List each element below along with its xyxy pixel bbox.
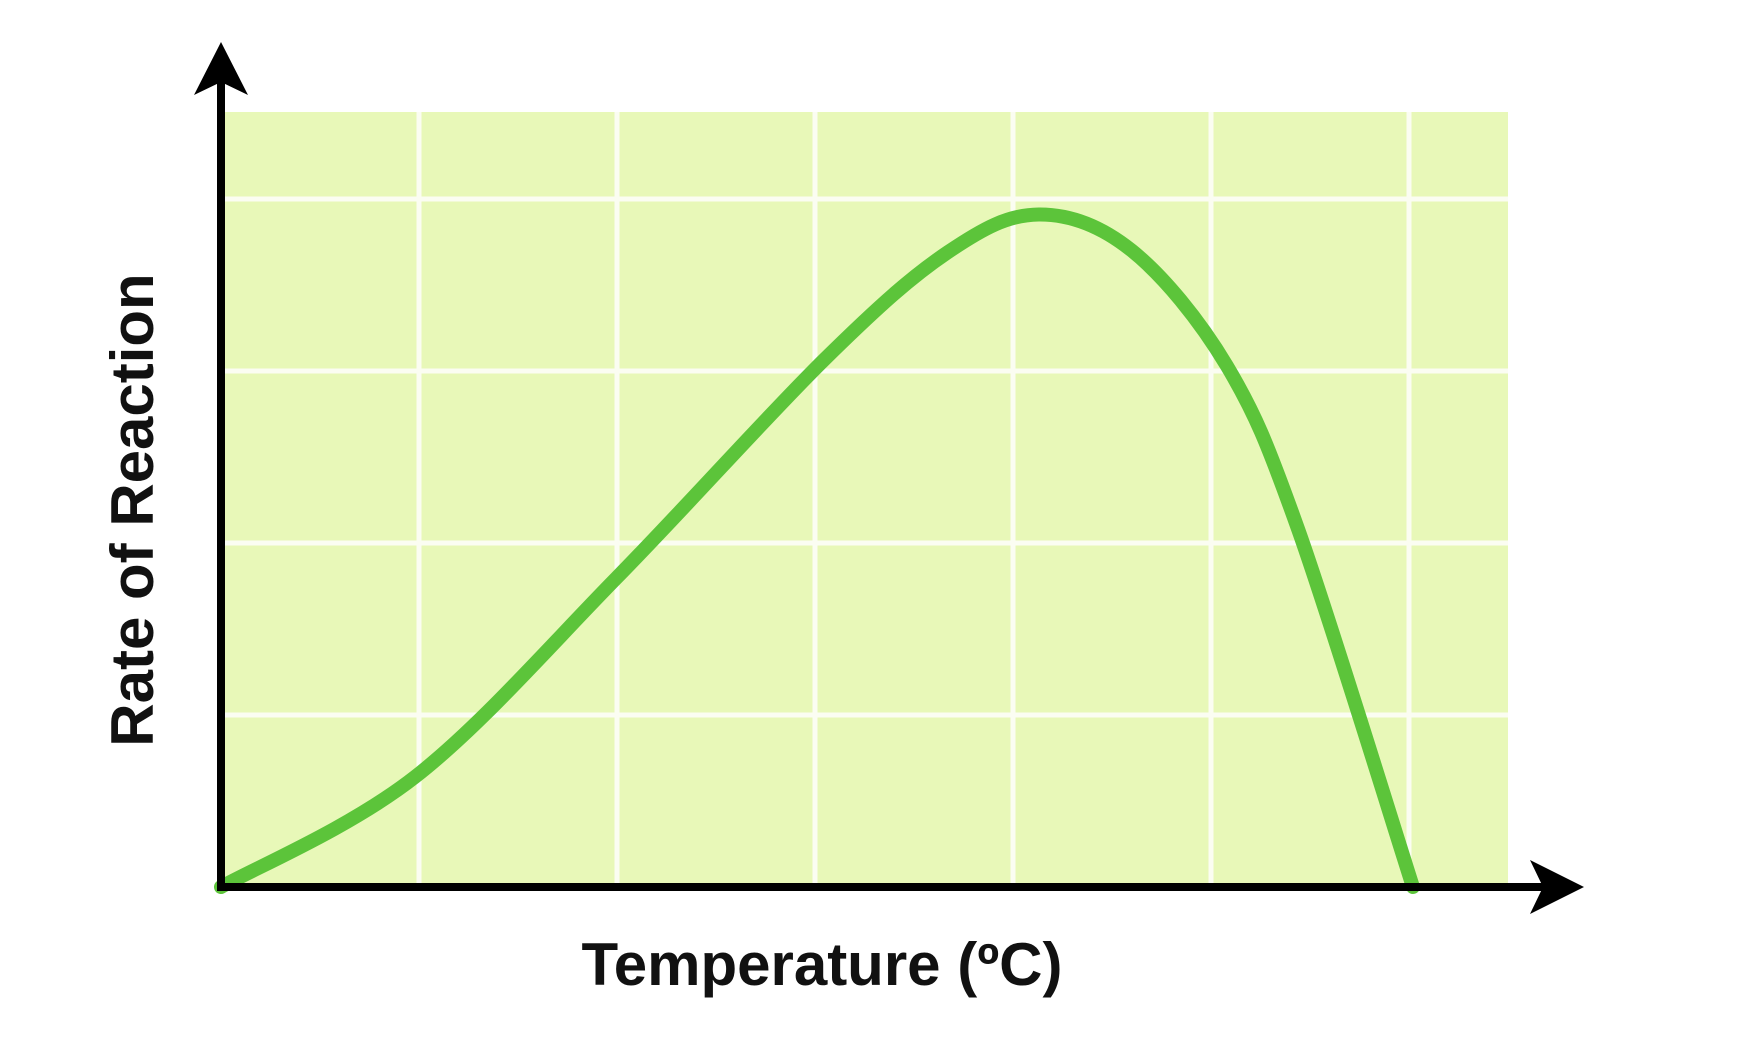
y-axis-title: Rate of Reaction xyxy=(99,273,166,746)
x-axis-title: Temperature (ºC) xyxy=(582,931,1063,998)
gridlines xyxy=(221,112,1508,887)
data-curve xyxy=(214,207,1420,894)
x-axis xyxy=(217,860,1584,914)
x-axis-arrow-icon xyxy=(1530,860,1584,914)
y-axis xyxy=(194,42,248,891)
y-axis-arrow-icon xyxy=(194,42,248,95)
